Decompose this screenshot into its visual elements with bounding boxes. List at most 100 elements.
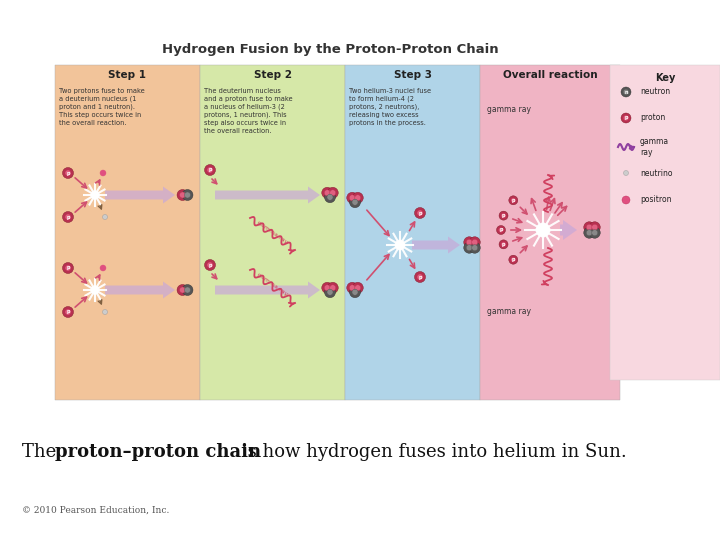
Circle shape — [497, 226, 505, 234]
Circle shape — [65, 265, 71, 271]
Circle shape — [65, 309, 71, 315]
Circle shape — [624, 89, 629, 94]
FancyArrow shape — [215, 186, 320, 204]
Text: Step 1: Step 1 — [109, 70, 146, 80]
Text: is how hydrogen fuses into helium in Sun.: is how hydrogen fuses into helium in Sun… — [236, 443, 626, 461]
Circle shape — [324, 285, 330, 291]
Circle shape — [352, 282, 364, 293]
Bar — [345, 65, 480, 400]
Circle shape — [586, 230, 593, 236]
Text: Two protons fuse to make
a deuterium nucleus (1
proton and 1 neutron).
This step: Two protons fuse to make a deuterium nuc… — [59, 88, 145, 126]
Circle shape — [184, 287, 191, 293]
Text: p: p — [66, 266, 70, 271]
Circle shape — [355, 285, 361, 291]
FancyArrow shape — [105, 186, 175, 204]
Text: p: p — [208, 167, 212, 172]
Text: gamma ray: gamma ray — [256, 272, 289, 296]
FancyArrow shape — [215, 281, 320, 299]
Circle shape — [415, 207, 426, 219]
Circle shape — [510, 198, 516, 203]
Circle shape — [182, 285, 193, 295]
Text: Two helium-3 nuclei fuse
to form helium-4 (2
protons, 2 neutrons),
releasing two: Two helium-3 nuclei fuse to form helium-… — [349, 88, 431, 126]
Circle shape — [349, 195, 355, 201]
Text: p: p — [511, 257, 515, 262]
Text: proton–proton chain: proton–proton chain — [55, 443, 261, 461]
Circle shape — [589, 222, 600, 233]
Circle shape — [355, 195, 361, 201]
Text: p: p — [502, 242, 505, 247]
Circle shape — [469, 237, 480, 248]
Text: Step 2: Step 2 — [253, 70, 292, 80]
Circle shape — [63, 167, 73, 179]
Circle shape — [472, 239, 478, 245]
Circle shape — [324, 190, 330, 196]
FancyArrow shape — [560, 220, 577, 240]
Circle shape — [536, 223, 550, 237]
Circle shape — [100, 265, 106, 271]
Text: p: p — [208, 262, 212, 267]
Circle shape — [349, 197, 361, 208]
Circle shape — [184, 192, 191, 198]
Text: gamma
ray: gamma ray — [640, 137, 669, 157]
FancyArrow shape — [412, 237, 460, 253]
Circle shape — [207, 167, 213, 173]
Circle shape — [177, 190, 188, 200]
Circle shape — [464, 237, 474, 248]
Circle shape — [509, 255, 518, 264]
Circle shape — [322, 187, 333, 198]
Circle shape — [65, 170, 71, 176]
Text: The deuterium nucleus
and a proton fuse to make
a nucleus of helium-3 (2
protons: The deuterium nucleus and a proton fuse … — [204, 88, 292, 134]
Bar — [610, 65, 720, 380]
Text: p: p — [66, 214, 70, 219]
Circle shape — [417, 274, 423, 280]
Circle shape — [417, 210, 423, 216]
Circle shape — [330, 285, 336, 291]
Text: p: p — [66, 171, 70, 176]
Text: Key: Key — [654, 73, 675, 83]
Circle shape — [207, 262, 213, 268]
Circle shape — [415, 272, 426, 282]
Circle shape — [584, 222, 595, 233]
Circle shape — [65, 214, 71, 220]
Text: Step 3: Step 3 — [394, 70, 431, 80]
Circle shape — [102, 214, 107, 219]
Circle shape — [467, 245, 472, 251]
Circle shape — [622, 196, 630, 204]
Circle shape — [179, 287, 186, 293]
Circle shape — [584, 227, 595, 238]
Circle shape — [327, 289, 333, 295]
Circle shape — [395, 240, 405, 250]
Circle shape — [624, 171, 629, 176]
Text: gamma ray: gamma ray — [256, 220, 289, 245]
Circle shape — [204, 165, 215, 176]
Text: neutron: neutron — [640, 87, 670, 97]
Text: p: p — [624, 116, 628, 120]
Circle shape — [327, 194, 333, 200]
Circle shape — [501, 242, 506, 247]
Circle shape — [352, 192, 364, 203]
Circle shape — [592, 230, 598, 236]
Text: The: The — [22, 443, 62, 461]
Circle shape — [330, 190, 336, 196]
Circle shape — [328, 282, 338, 293]
Circle shape — [177, 285, 188, 295]
Circle shape — [182, 190, 193, 200]
Circle shape — [464, 242, 474, 253]
Circle shape — [102, 309, 107, 314]
Bar — [480, 65, 620, 400]
Text: positron: positron — [640, 195, 672, 205]
Circle shape — [621, 87, 631, 97]
Bar — [55, 65, 200, 400]
Text: p: p — [418, 211, 422, 215]
Text: p: p — [499, 227, 503, 233]
Circle shape — [589, 227, 600, 238]
Circle shape — [498, 227, 503, 233]
Circle shape — [347, 192, 358, 203]
Circle shape — [100, 170, 106, 176]
Bar — [200, 65, 345, 400]
Text: Hydrogen Fusion by the Proton-Proton Chain: Hydrogen Fusion by the Proton-Proton Cha… — [162, 44, 498, 57]
Circle shape — [469, 242, 480, 253]
Circle shape — [499, 240, 508, 249]
Circle shape — [63, 307, 73, 318]
Text: © 2010 Pearson Education, Inc.: © 2010 Pearson Education, Inc. — [22, 505, 169, 515]
